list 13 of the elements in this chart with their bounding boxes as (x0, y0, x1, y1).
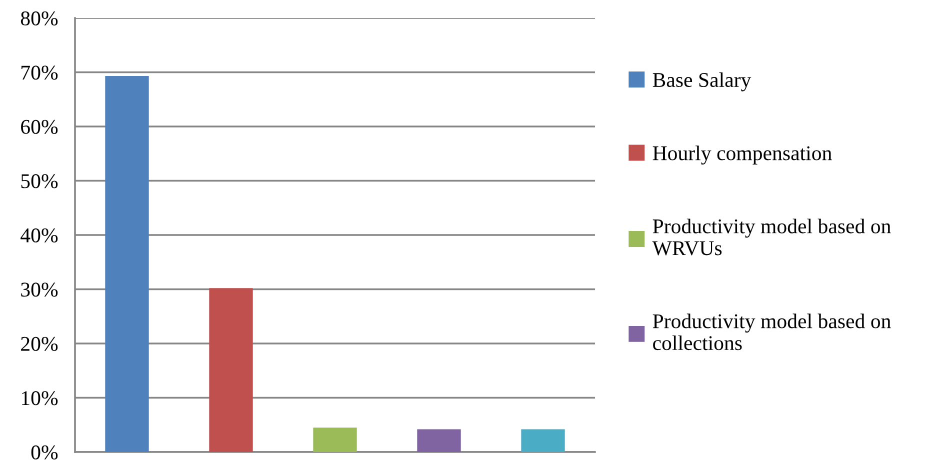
y-tick-label: 60% (21, 120, 58, 134)
y-tick-label: 0% (31, 445, 58, 460)
legend-label: Productivity model based on WRVUs (652, 218, 891, 256)
y-tick-label: 10% (22, 391, 58, 406)
y-tick-label: 70% (22, 66, 58, 80)
y-tick-label: 20% (21, 336, 58, 351)
legend-label: Productivity model based on collections (652, 314, 891, 350)
y-tick-label: 80% (20, 11, 58, 26)
y-tick-label: 40% (20, 228, 58, 242)
legend-label: Base Salary (652, 72, 752, 92)
legend-label: Hourly compensation (652, 146, 832, 165)
y-tick-label: 50% (21, 174, 58, 188)
y-tick-label: 30% (21, 282, 58, 297)
